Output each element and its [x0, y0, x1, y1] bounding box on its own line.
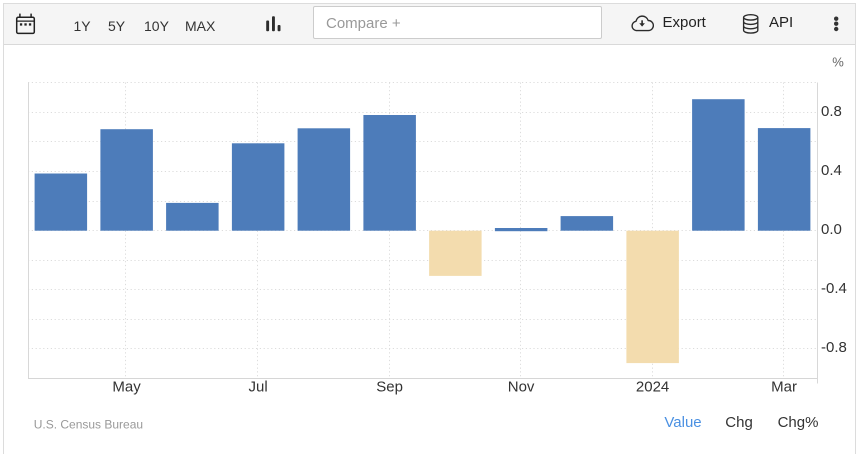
svg-text:U.S. Census Bureau: U.S. Census Bureau: [34, 418, 143, 432]
svg-text:Value: Value: [664, 414, 701, 431]
svg-text:Chg: Chg: [725, 414, 753, 431]
svg-text:%: %: [832, 55, 844, 70]
svg-text:0.8: 0.8: [821, 103, 842, 120]
svg-text:Nov: Nov: [508, 378, 535, 395]
svg-text:0.4: 0.4: [821, 162, 842, 179]
svg-text:Mar: Mar: [771, 378, 797, 395]
svg-text:May: May: [112, 378, 141, 395]
svg-text:2024: 2024: [636, 378, 669, 395]
svg-text:0.0: 0.0: [821, 221, 842, 238]
svg-text:-0.8: -0.8: [821, 339, 847, 356]
svg-text:Sep: Sep: [376, 378, 403, 395]
svg-text:-0.4: -0.4: [821, 280, 847, 297]
svg-text:Jul: Jul: [249, 378, 268, 395]
svg-text:Chg%: Chg%: [778, 414, 819, 431]
